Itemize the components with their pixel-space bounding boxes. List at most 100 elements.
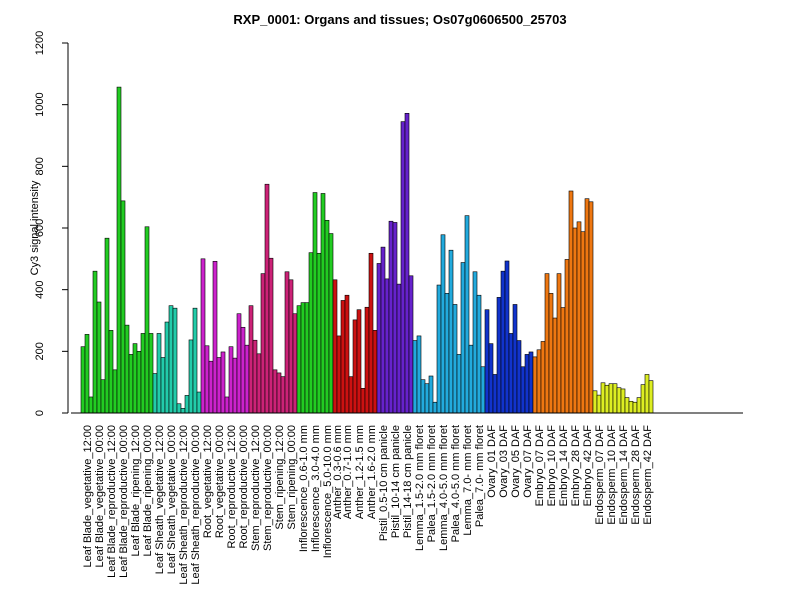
bar	[324, 219, 330, 414]
bar	[224, 396, 230, 414]
y-tick-label: 200	[34, 342, 46, 360]
bar	[556, 273, 562, 414]
y-axis-title: Cy3 signal intensity	[29, 180, 41, 275]
bar	[248, 305, 254, 414]
bar	[628, 400, 634, 414]
x-tick-label: Endosperm_07 DAF	[594, 425, 606, 525]
bar	[492, 374, 498, 414]
x-tick-label: Pistil_0.5-10 cm panicle	[378, 425, 390, 541]
bar	[236, 313, 242, 414]
x-tick-label: Embryo_28 DAF	[570, 425, 582, 507]
bar	[464, 215, 470, 414]
x-tick-label: Ovary_05 DAF	[510, 425, 522, 498]
bar	[332, 279, 338, 414]
x-tick-label: Leaf Blade_vegetative_12:00	[82, 425, 94, 568]
y-tick-label: 1200	[34, 31, 46, 55]
bar	[92, 270, 98, 414]
bar	[204, 345, 210, 414]
bar	[576, 221, 582, 414]
bar	[432, 401, 438, 414]
x-tick-label: Leaf Sheath_vegetative_00:00	[166, 425, 178, 574]
bar	[484, 309, 490, 414]
bar	[640, 384, 646, 414]
bar	[548, 293, 554, 414]
bar	[648, 380, 654, 414]
bar	[516, 340, 522, 414]
x-tick-label: Palea_4.0-5.0 mm floret	[450, 425, 462, 542]
bar	[376, 263, 382, 414]
bar	[584, 198, 590, 414]
x-tick-label: Anther_1.6-2.0 mm	[366, 425, 378, 519]
bar	[468, 344, 474, 414]
bar	[512, 304, 518, 414]
bar	[528, 351, 534, 414]
x-tick-label: Embryo_10 DAF	[546, 425, 558, 507]
bar	[428, 375, 434, 414]
bar	[520, 366, 526, 414]
x-tick-label: Pistil_14-18 cm panicle	[402, 425, 414, 538]
bar	[540, 341, 546, 414]
bar	[300, 302, 306, 414]
x-tick-label: Anther_0.7-1.0 mm	[342, 425, 354, 519]
bar	[280, 376, 286, 414]
bar	[560, 307, 566, 414]
bar	[612, 383, 618, 414]
bar	[408, 275, 414, 414]
x-tick-label: Embryo_42 DAF	[582, 425, 594, 507]
bar	[200, 258, 206, 414]
bar	[536, 349, 542, 414]
x-tick-label: Lemma_1.5-2.0 mm floret	[414, 425, 426, 551]
bar	[156, 333, 162, 414]
bar	[404, 113, 410, 414]
bar	[320, 193, 326, 414]
bar	[268, 257, 274, 414]
bar	[564, 259, 570, 414]
bar	[508, 333, 514, 414]
bar	[116, 86, 122, 414]
x-tick-label: Root_reproductive_00:00	[238, 425, 250, 549]
bar	[344, 294, 350, 414]
bar	[160, 357, 166, 414]
bar	[348, 376, 354, 414]
bar	[352, 319, 358, 414]
bar	[144, 226, 150, 414]
bar	[416, 335, 422, 414]
bar	[444, 293, 450, 414]
bar	[424, 383, 430, 414]
x-tick-label: Leaf Blade_ripening_00:00	[142, 425, 154, 557]
bar	[208, 360, 214, 414]
bar	[372, 330, 378, 414]
bar	[328, 233, 334, 414]
bar	[136, 351, 142, 414]
x-tick-label: Ovary_01 DAF	[486, 425, 498, 498]
bar	[356, 309, 362, 414]
x-tick-label: Inflorescence_5.0-10.0 mm	[322, 425, 334, 558]
chart-title: RXP_0001: Organs and tissues; Os07g06065…	[233, 12, 567, 27]
bar	[380, 246, 386, 414]
bar	[220, 351, 226, 414]
bar	[140, 333, 146, 414]
bar	[604, 384, 610, 414]
x-tick-label: Inflorescence_0.6-1.0 mm	[298, 425, 310, 552]
bar	[552, 317, 558, 414]
bar	[624, 397, 630, 414]
bar	[164, 321, 170, 414]
x-tick-label: Leaf Blade_vegetative_00:00	[94, 425, 106, 568]
bar	[596, 394, 602, 414]
bar	[580, 231, 586, 414]
bar	[252, 339, 258, 414]
bar	[588, 201, 594, 414]
bar	[148, 333, 154, 414]
bar	[288, 279, 294, 414]
bar	[180, 408, 186, 414]
bar	[420, 379, 426, 414]
x-tick-label: Root_vegetative_12:00	[202, 425, 214, 538]
bar	[96, 301, 102, 414]
x-tick-label: Anther_1.2-1.5 mm	[354, 425, 366, 519]
bar	[636, 397, 642, 414]
bar	[124, 324, 130, 414]
x-tick-label: Lemma_7.0- mm floret	[462, 425, 474, 536]
x-tick-label: Endosperm_28 DAF	[630, 425, 642, 525]
x-tick-label: Leaf Sheath_vegetative_12:00	[154, 425, 166, 574]
bar	[412, 340, 418, 414]
